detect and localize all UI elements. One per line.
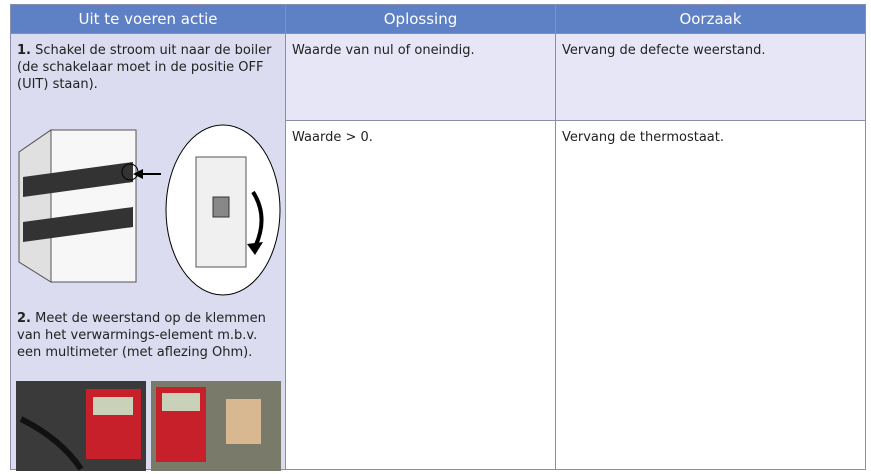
header-cell: Oorzaak (555, 4, 866, 34)
step-number: 2. (17, 311, 31, 326)
cause-cell: Vervang de thermostaat. (555, 120, 866, 470)
step: 1. Schakel de stroom uit naar de boiler … (17, 42, 282, 93)
cause-cell: Vervang de defecte weerstand. (555, 33, 866, 121)
solution-cell: Waarde van nul of oneindig. (285, 33, 556, 121)
solution-cell: Waarde > 0. (285, 120, 556, 470)
multimeter-photos (16, 381, 281, 471)
step: 2. Meet de weerstand op de klemmen van h… (17, 310, 282, 361)
step-number: 1. (17, 43, 31, 58)
step-text: Meet de weerstand op de klemmen van het … (17, 311, 266, 360)
header-cell: Uit te voeren actie (10, 4, 286, 34)
step-text: Schakel de stroom uit naar de boiler (de… (17, 43, 272, 92)
breaker-illustration (18, 124, 281, 296)
action-cell: 1. Schakel de stroom uit naar de boiler … (10, 33, 286, 471)
header-cell: Oplossing (285, 4, 556, 34)
